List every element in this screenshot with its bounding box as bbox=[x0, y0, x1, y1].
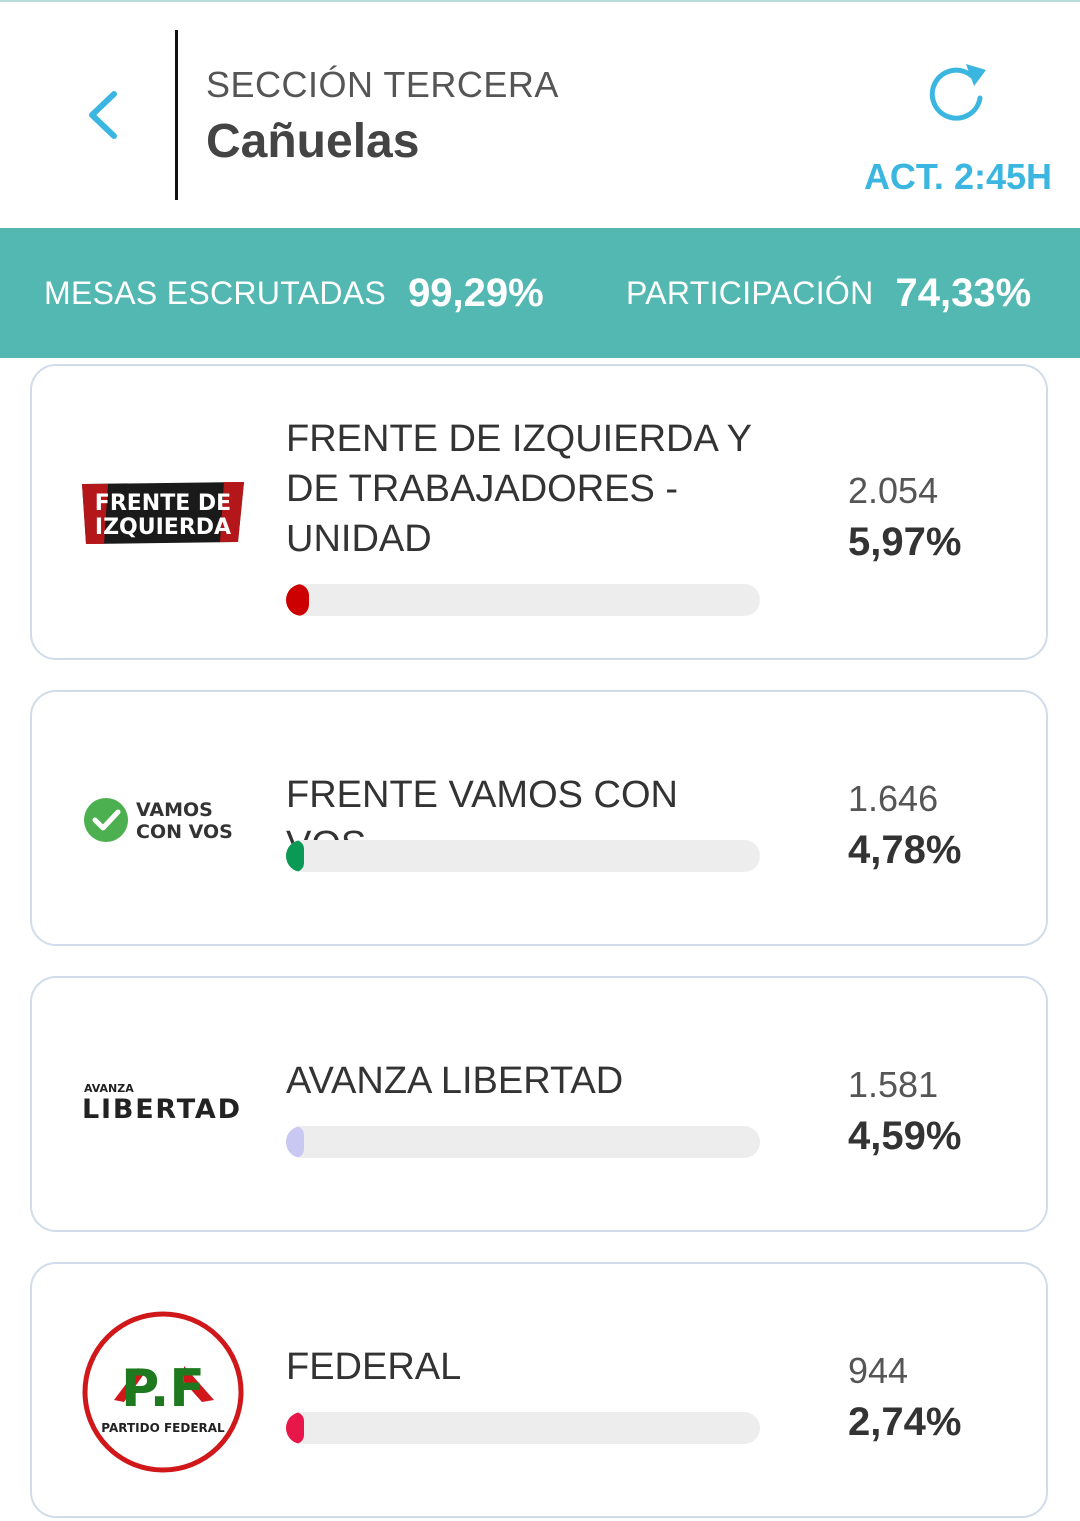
vote-count: 1.646 bbox=[848, 778, 939, 819]
party-name: AVANZA LIBERTAD bbox=[286, 1060, 624, 1102]
refresh-button[interactable] bbox=[922, 58, 994, 130]
federal-logo-mark: P.F bbox=[121, 1359, 205, 1419]
fit-logo-line2: IZQUIERDA bbox=[95, 515, 231, 540]
chevron-left-icon bbox=[89, 91, 117, 139]
vote-percent: 2,74% bbox=[848, 1400, 962, 1444]
vote-percent: 4,78% bbox=[848, 828, 962, 872]
top-border bbox=[0, 0, 1080, 2]
vote-bar-track bbox=[286, 840, 760, 872]
fit-logo-line1: FRENTE DE bbox=[95, 491, 231, 516]
avanza-logo-line1: AVANZA bbox=[84, 1082, 134, 1095]
vamos-logo-line1: VAMOS bbox=[136, 799, 213, 821]
party-name: FEDERAL bbox=[286, 1346, 462, 1388]
refresh-icon bbox=[929, 64, 986, 121]
vote-bar-track bbox=[286, 584, 760, 616]
header: SECCIÓN TERCERA Cañuelas ACT. 2:45H bbox=[0, 0, 1080, 228]
last-updated: ACT. 2:45H bbox=[863, 156, 1052, 197]
vamos-logo-line2: CON VOS bbox=[136, 821, 233, 843]
avanza-logo-line2: LIBERTAD bbox=[82, 1094, 240, 1125]
party-card-federal[interactable]: P.F PARTIDO FEDERAL FEDERAL 944 2,74% bbox=[30, 1262, 1048, 1518]
tables-counted-stat: MESAS ESCRUTADAS 99,29% bbox=[44, 228, 544, 358]
participation-stat: PARTICIPACIÓN 74,33% bbox=[626, 228, 1031, 358]
vote-bar-fill bbox=[286, 1412, 304, 1444]
participation-label: PARTICIPACIÓN bbox=[626, 274, 874, 311]
partido-federal-logo: P.F PARTIDO FEDERAL bbox=[82, 1311, 244, 1473]
federal-logo-caption: PARTIDO FEDERAL bbox=[101, 1421, 225, 1435]
vote-bar-track bbox=[286, 1126, 760, 1158]
vote-count: 944 bbox=[848, 1350, 909, 1391]
vote-count: 1.581 bbox=[848, 1064, 939, 1105]
page-title: Cañuelas bbox=[206, 115, 420, 168]
section-label: SECCIÓN TERCERA bbox=[206, 64, 559, 105]
party-card-vamos-con-vos[interactable]: VAMOS CON VOS FRENTE VAMOS CON VOS 1.646… bbox=[30, 690, 1048, 946]
vote-percent: 4,59% bbox=[848, 1114, 962, 1158]
participation-value: 74,33% bbox=[895, 270, 1032, 315]
back-button[interactable] bbox=[78, 82, 128, 148]
vamos-con-vos-logo: VAMOS CON VOS bbox=[84, 798, 233, 843]
vote-bar-track bbox=[286, 1412, 760, 1444]
vote-count: 2.054 bbox=[848, 470, 939, 511]
header-divider bbox=[175, 30, 178, 200]
avanza-libertad-logo: AVANZA LIBERTAD bbox=[82, 1082, 240, 1125]
fit-logo: FRENTE DE IZQUIERDA bbox=[82, 482, 244, 544]
stats-bar: MESAS ESCRUTADAS 99,29% PARTICIPACIÓN 74… bbox=[0, 228, 1080, 358]
vote-bar-fill bbox=[286, 584, 309, 616]
party-card-avanza-libertad[interactable]: AVANZA LIBERTAD AVANZA LIBERTAD 1.581 4,… bbox=[30, 976, 1048, 1232]
party-name: FRENTE DE IZQUIERDA Y DE TRABAJADORES - … bbox=[286, 418, 752, 560]
party-card-fit[interactable]: FRENTE DE IZQUIERDA FRENTE DE IZQUIERDA … bbox=[30, 364, 1048, 660]
vote-bar-fill bbox=[286, 840, 305, 872]
tables-counted-label: MESAS ESCRUTADAS bbox=[44, 274, 387, 311]
vote-percent: 5,97% bbox=[848, 520, 962, 564]
tables-counted-value: 99,29% bbox=[408, 270, 544, 315]
vote-bar-fill bbox=[286, 1126, 304, 1158]
check-badge-icon bbox=[84, 798, 128, 842]
